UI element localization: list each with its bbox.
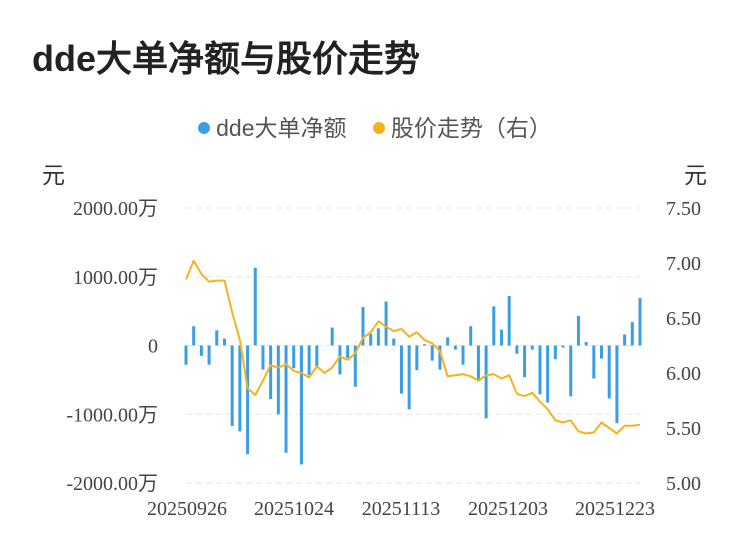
dde-bar — [346, 345, 350, 358]
left-axis-tick-label: -1000.00万 — [66, 404, 158, 426]
x-axis-tick-label: 20251223 — [575, 498, 655, 520]
dde-bar — [192, 326, 196, 346]
left-axis-unit: 元 — [42, 162, 65, 188]
right-axis-tick-label: 5.00 — [666, 473, 701, 495]
x-axis-tick-label: 20251203 — [468, 498, 548, 520]
left-axis-tick-label: 2000.00万 — [73, 198, 158, 220]
legend-label-dde: dde大单净额 — [216, 115, 347, 141]
right-axis-labels: 7.50 7.00 6.50 6.00 5.50 5.00 — [666, 198, 701, 495]
x-axis-labels: 20250926 20251024 20251113 20251203 20251223 — [147, 498, 655, 520]
right-axis-unit: 元 — [684, 162, 707, 188]
dde-bar — [222, 338, 226, 346]
dde-bar — [307, 345, 311, 376]
dde-bar — [299, 345, 303, 465]
right-axis-tick-label: 7.00 — [666, 253, 701, 275]
chart-title: dde大单净额与股价走势 — [32, 38, 421, 79]
left-axis-tick-label: 0 — [148, 336, 158, 358]
x-axis-tick-label: 20251024 — [254, 498, 334, 520]
dde-bar — [215, 330, 219, 346]
dde-bar — [523, 345, 527, 378]
dde-bar — [469, 326, 473, 346]
dde-bar — [546, 345, 550, 403]
dde-bar — [530, 345, 534, 350]
dde-bar — [492, 306, 496, 346]
dde-bar — [623, 334, 627, 346]
dde-bar — [199, 345, 203, 356]
right-axis-tick-label: 6.00 — [666, 363, 701, 385]
dde-bar — [361, 307, 365, 346]
right-axis-tick-label: 5.50 — [666, 418, 701, 440]
dde-bar — [384, 301, 388, 346]
dde-bar — [453, 345, 457, 350]
right-axis-tick-label: 7.50 — [666, 198, 701, 220]
dde-bar — [253, 267, 257, 346]
dde-bar — [392, 338, 396, 346]
right-axis-tick-label: 6.50 — [666, 308, 701, 330]
legend-dot-price — [372, 122, 385, 134]
dde-bar — [476, 345, 480, 382]
dde-bar — [284, 345, 288, 453]
dde-bar — [446, 337, 450, 346]
dde-bar — [638, 298, 642, 346]
dde-bar — [592, 345, 596, 379]
dde-bar — [184, 345, 188, 365]
dde-bar — [515, 345, 519, 354]
legend-item-price[interactable]: 股价走势（右） — [372, 109, 552, 143]
dde-bar — [230, 345, 234, 426]
left-axis-tick-label: -2000.00万 — [66, 473, 158, 495]
dde-bar — [615, 345, 619, 424]
dde-bar — [499, 329, 503, 346]
dde-bar — [353, 345, 357, 387]
dde-bar — [246, 345, 250, 455]
dde-bar — [607, 345, 611, 399]
dde-bar — [484, 345, 488, 419]
dde-bar — [269, 345, 273, 400]
dde-bar — [292, 345, 296, 369]
dde-bar — [461, 345, 465, 365]
legend-label-price: 股价走势（右） — [390, 115, 552, 141]
dde-bar — [576, 315, 580, 346]
dde-bar — [369, 333, 373, 346]
x-axis-tick-label: 20251113 — [362, 498, 441, 520]
dde-bar — [600, 345, 604, 359]
dde-bar — [330, 327, 334, 346]
legend-dot-dde — [198, 122, 211, 134]
dde-bar — [538, 345, 542, 395]
dde-bar — [238, 345, 242, 432]
dde-bar — [430, 345, 434, 361]
dde-bar — [261, 345, 265, 370]
dde-bar — [507, 296, 511, 346]
dde-bar — [399, 345, 403, 394]
legend: dde大单净额 股价走势（右） — [0, 109, 750, 143]
dde-bar — [553, 345, 557, 360]
x-axis-tick-label: 20250926 — [147, 498, 227, 520]
dde-bar — [415, 345, 419, 371]
bar-series-dde — [184, 267, 642, 465]
dde-bar — [584, 342, 588, 346]
dde-bar — [407, 345, 411, 410]
dde-bar — [569, 345, 573, 397]
price-line — [185, 259, 641, 435]
dde-bar — [561, 345, 565, 348]
dde-bar — [423, 344, 427, 346]
left-axis-labels: 2000.00万 1000.00万 0 -1000.00万 -2000.00万 — [66, 198, 158, 495]
line-series-price — [185, 259, 641, 435]
dde-bar — [438, 345, 442, 370]
left-axis-tick-label: 1000.00万 — [73, 267, 158, 289]
dde-bar — [376, 328, 380, 346]
dde-bar — [315, 345, 319, 367]
dde-bar — [276, 345, 280, 415]
legend-item-dde[interactable]: dde大单净额 — [198, 109, 346, 143]
dde-bar — [630, 322, 634, 346]
dde-bar — [207, 345, 211, 365]
dde-bar — [338, 345, 342, 375]
